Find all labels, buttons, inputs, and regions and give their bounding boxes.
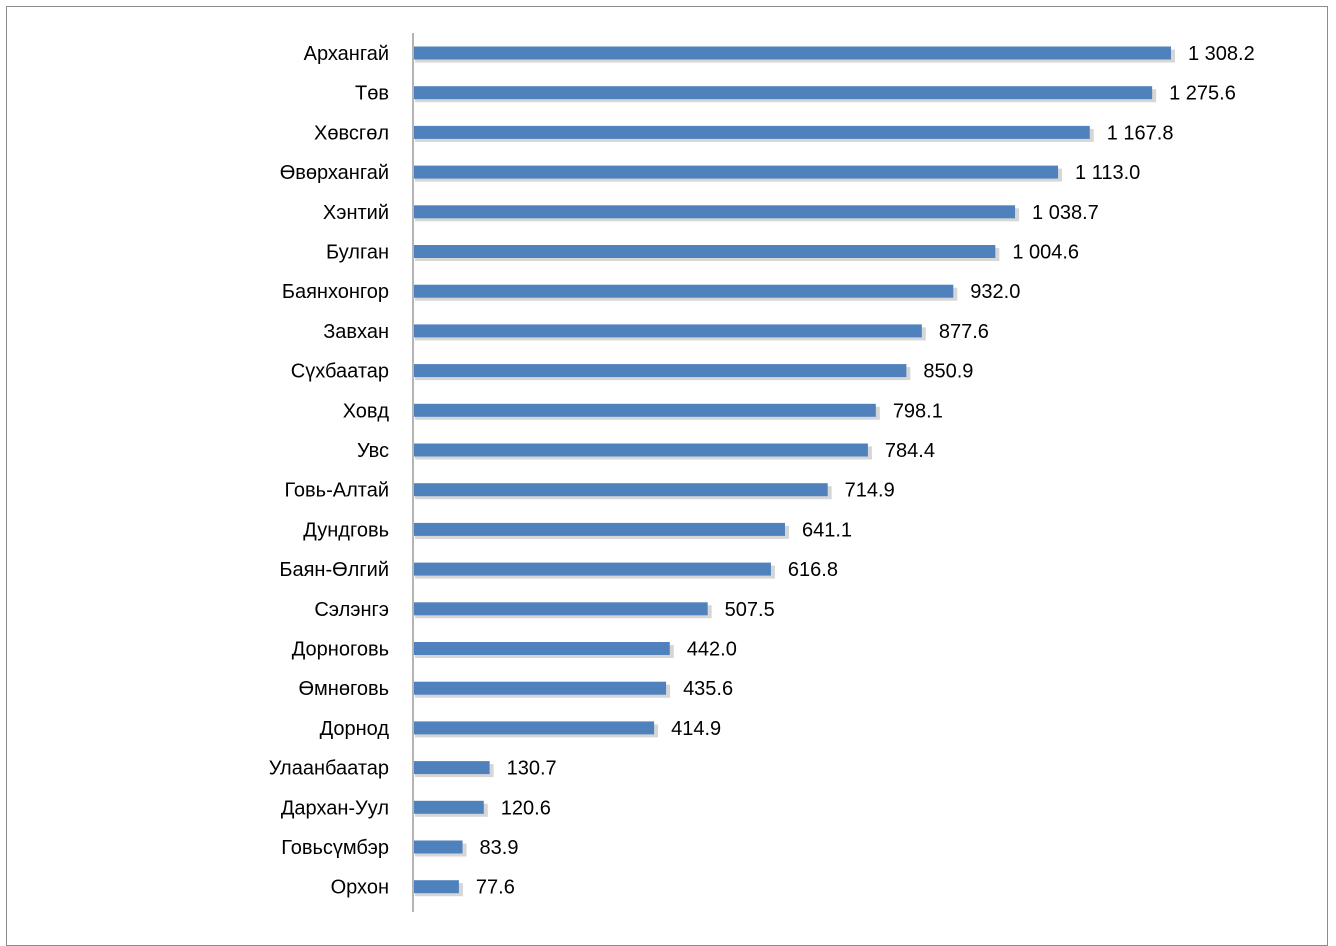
labels-group: Архангай 1 308.2 Төв 1 275.6 Хөвсгөл 1 167.8 Ө…: [269, 43, 1255, 899]
value-label: 1 167.8: [1107, 122, 1174, 144]
value-label: 798.1: [893, 400, 943, 422]
category-label: Өмнөговь: [299, 678, 390, 700]
category-label: Өвөрхангай: [280, 162, 389, 184]
category-label: Хэнтий: [323, 202, 389, 224]
category-label: Хөвсгөл: [314, 122, 389, 144]
value-label: 435.6: [683, 678, 733, 700]
bar: [414, 86, 1153, 100]
value-label: 1 275.6: [1169, 83, 1236, 105]
value-label: 120.6: [501, 797, 551, 819]
bar: [414, 761, 490, 775]
bars-group: [414, 46, 1175, 897]
bar: [414, 364, 907, 378]
bar: [414, 443, 868, 457]
category-label: Дархан-Уул: [281, 797, 389, 819]
value-label: 877.6: [939, 321, 989, 343]
bar: [414, 165, 1059, 179]
bar: [414, 522, 785, 536]
category-label: Дорноговь: [292, 639, 389, 661]
category-label: Дундговь: [303, 519, 389, 541]
bar: [414, 840, 463, 854]
value-label: 850.9: [923, 361, 973, 383]
category-label: Дорнод: [320, 718, 390, 740]
chart-frame: [6, 6, 1328, 946]
bar: [414, 721, 655, 735]
category-label: Архангай: [304, 43, 389, 65]
bar: [414, 125, 1090, 139]
bar: [414, 46, 1171, 60]
category-label: Говь-Алтай: [284, 480, 389, 502]
bar: [414, 205, 1016, 219]
category-label: Төв: [355, 83, 389, 105]
bar: [414, 403, 876, 417]
category-label: Баянхонгор: [282, 281, 389, 303]
bar: [414, 642, 670, 655]
value-label: 1 038.7: [1032, 202, 1099, 224]
bar: [414, 324, 922, 338]
category-label: Ховд: [343, 400, 390, 422]
value-label: 442.0: [687, 639, 737, 661]
value-label: 714.9: [845, 480, 895, 502]
bar: [414, 800, 484, 814]
category-label: Сэлэнгэ: [314, 599, 389, 621]
bar: [414, 562, 771, 576]
bar: [414, 602, 708, 616]
bar: [414, 245, 996, 258]
value-label: 77.6: [476, 877, 515, 899]
bar: [414, 483, 828, 497]
category-label: Говьсүмбэр: [281, 837, 389, 859]
category-label: Булган: [326, 242, 389, 264]
value-label: 130.7: [507, 758, 557, 780]
bar: [414, 880, 459, 894]
bar: [414, 284, 954, 298]
value-label: 784.4: [885, 440, 935, 462]
bar: [414, 681, 667, 695]
value-label: 641.1: [802, 519, 852, 541]
category-label: Сүхбаатар: [291, 361, 389, 383]
category-label: Завхан: [323, 321, 389, 343]
value-label: 616.8: [788, 559, 838, 581]
value-label: 414.9: [671, 718, 721, 740]
value-label: 1 113.0: [1075, 162, 1140, 184]
value-label: 83.9: [480, 837, 519, 859]
category-label: Баян-Өлгий: [279, 559, 389, 581]
value-label: 1 308.2: [1188, 43, 1255, 65]
category-label: Орхон: [331, 877, 389, 899]
value-label: 1 004.6: [1012, 242, 1079, 264]
category-label: Увс: [357, 440, 389, 462]
category-label: Улаанбаатар: [269, 758, 389, 780]
value-label: 932.0: [970, 281, 1020, 303]
value-label: 507.5: [725, 599, 775, 621]
